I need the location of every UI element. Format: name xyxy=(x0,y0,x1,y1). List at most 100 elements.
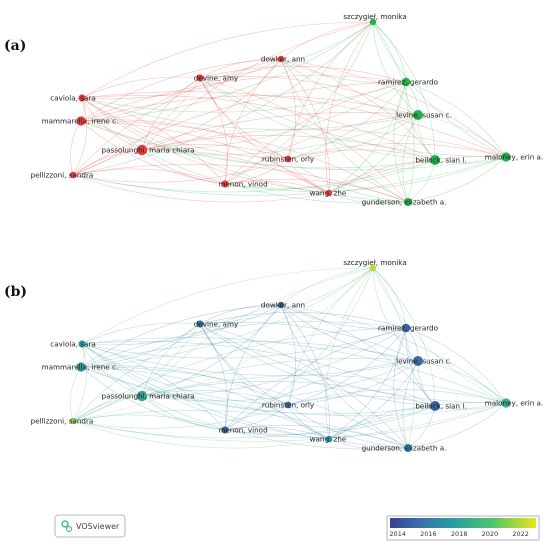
edge-b-maloney-wang xyxy=(328,402,507,440)
edge-b-caviola-pellizzoni xyxy=(72,343,87,422)
node-a-ramirez[interactable] xyxy=(401,77,411,87)
node-b-rubinsten[interactable] xyxy=(284,401,292,409)
node-a-wang[interactable] xyxy=(325,189,333,197)
edge-b-ramirez-caviola xyxy=(81,327,407,359)
edge-a-caviola-wang xyxy=(81,97,330,194)
node-label-a-devine: devine, amy xyxy=(194,74,239,83)
node-label-a-menon: menon, vinod xyxy=(218,180,267,189)
node-a-dowker[interactable] xyxy=(277,55,285,63)
node-label-a-beilock: beilock, sian l. xyxy=(415,156,466,165)
node-b-ramirez[interactable] xyxy=(401,323,411,333)
edge-b-szczygiel-devine xyxy=(199,267,374,325)
edge-b-szczygiel-levine xyxy=(372,267,419,362)
edge-a-mammarella-menon xyxy=(80,120,226,185)
node-b-devine[interactable] xyxy=(196,320,204,328)
svg-text:VOSviewer: VOSviewer xyxy=(76,522,120,531)
edge-a-gunderson-devine xyxy=(199,77,409,203)
node-label-b-szczygiel: szczygieł, monika xyxy=(343,258,406,267)
edge-a-devine-wang xyxy=(199,77,330,194)
edge-b-ramirez-wang xyxy=(328,327,407,440)
node-label-a-dowker: dowker, ann xyxy=(261,55,305,64)
node-b-caviola[interactable] xyxy=(78,340,86,348)
edge-b-maloney-mammarella xyxy=(80,366,507,417)
edge-b-levine-dowker xyxy=(280,304,419,362)
edge-a-caviola-rubinsten xyxy=(81,97,289,160)
node-a-rubinsten[interactable] xyxy=(284,155,292,163)
node-b-szczygiel[interactable] xyxy=(369,264,377,272)
edge-b-ramirez-devine xyxy=(199,312,407,329)
node-a-gunderson[interactable] xyxy=(404,198,412,206)
network-edges-a xyxy=(70,21,507,204)
node-a-caviola[interactable] xyxy=(78,94,86,102)
edge-a-beilock-maloney xyxy=(434,156,507,164)
edge-a-levine-gunderson xyxy=(402,114,419,203)
edge-b-gunderson-caviola xyxy=(81,343,409,449)
edge-a-maloney-rubinsten xyxy=(287,143,507,160)
edge-a-szczygiel-gunderson xyxy=(372,21,415,203)
node-b-dowker[interactable] xyxy=(277,301,285,309)
node-a-menon[interactable] xyxy=(221,180,229,188)
edge-b-menon-wang xyxy=(224,426,330,440)
node-b-mammarella[interactable] xyxy=(76,362,86,372)
node-a-pellizzoni[interactable] xyxy=(69,171,77,179)
network-nodes-a: szczygieł, monika ramirez, gerardo levine,… xyxy=(31,12,544,207)
edge-a-dowker-menon xyxy=(224,58,282,185)
edge-b-devine-rubinsten xyxy=(199,323,289,406)
node-label-b-wang: wang, zhe xyxy=(310,435,347,444)
edge-a-rubinsten-menon xyxy=(224,158,289,185)
edge-a-levine-pellizzoni xyxy=(72,112,419,176)
edge-b-maloney-gunderson xyxy=(407,402,507,449)
edge-a-levine-menon xyxy=(224,114,419,185)
edge-b-mammarella-wang xyxy=(80,366,330,440)
edge-a-dowker-mammarella xyxy=(80,58,282,122)
node-a-maloney[interactable] xyxy=(501,152,511,162)
edge-a-szczygiel-rubinsten xyxy=(287,21,374,160)
edge-a-passolunghi-pellizzoni xyxy=(72,149,143,176)
node-b-passolunghi[interactable] xyxy=(136,390,148,402)
node-b-maloney[interactable] xyxy=(501,398,511,408)
node-a-beilock[interactable] xyxy=(430,155,440,165)
node-label-b-beilock: beilock, sian l. xyxy=(415,402,466,411)
node-b-gunderson[interactable] xyxy=(404,444,412,452)
edge-a-rubinsten-wang xyxy=(287,158,330,194)
node-b-levine[interactable] xyxy=(413,356,423,366)
node-a-devine[interactable] xyxy=(196,74,204,82)
edge-b-ramirez-menon xyxy=(224,327,407,431)
edge-b-passolunghi-menon xyxy=(141,395,226,431)
edge-a-devine-rubinsten xyxy=(199,77,289,160)
edge-b-ramirez-pellizzoni xyxy=(72,327,407,422)
panel-label-b: (b) xyxy=(4,284,27,300)
edge-a-beilock-dowker xyxy=(280,58,436,161)
edge-a-levine-mammarella xyxy=(80,95,419,122)
edge-b-dowker-caviola xyxy=(81,304,282,346)
edge-b-devine-wang xyxy=(199,323,330,440)
edge-b-mammarella-menon xyxy=(80,366,226,431)
edge-a-szczygiel-ramirez xyxy=(372,21,407,83)
edge-b-maloney-pellizzoni xyxy=(72,402,507,442)
node-a-mammarella[interactable] xyxy=(76,116,86,126)
edge-b-szczygiel-pellizzoni xyxy=(72,267,374,422)
node-b-beilock[interactable] xyxy=(430,401,440,411)
node-b-pellizzoni[interactable] xyxy=(69,417,77,425)
edge-b-szczygiel-mammarella xyxy=(80,267,374,368)
edge-b-szczygiel-ramirez xyxy=(372,267,407,329)
edge-b-devine-caviola xyxy=(81,322,201,345)
node-label-b-gunderson: gunderson, elizabeth a. xyxy=(362,444,447,453)
node-label-b-caviola: caviola, sara xyxy=(50,340,95,349)
edge-b-maloney-rubinsten xyxy=(287,389,507,406)
edge-a-ramirez-passolunghi xyxy=(141,81,407,151)
edge-b-szczygiel-rubinsten xyxy=(287,267,374,406)
edge-b-levine-caviola xyxy=(81,343,419,376)
legend-tick-2018: 2018 xyxy=(451,530,468,538)
edge-a-gunderson-caviola xyxy=(81,97,409,203)
node-b-menon[interactable] xyxy=(221,426,229,434)
legend-tick-2014: 2014 xyxy=(389,530,406,538)
edge-b-dowker-devine xyxy=(199,304,282,325)
edge-b-pellizzoni-menon xyxy=(72,414,226,431)
node-b-wang[interactable] xyxy=(325,435,333,443)
node-a-levine[interactable] xyxy=(413,110,423,120)
edge-a-caviola-passolunghi xyxy=(81,97,143,151)
edge-b-levine-passolunghi xyxy=(141,360,419,402)
node-a-passolunghi[interactable] xyxy=(136,144,148,156)
node-a-szczygiel[interactable] xyxy=(369,18,377,26)
